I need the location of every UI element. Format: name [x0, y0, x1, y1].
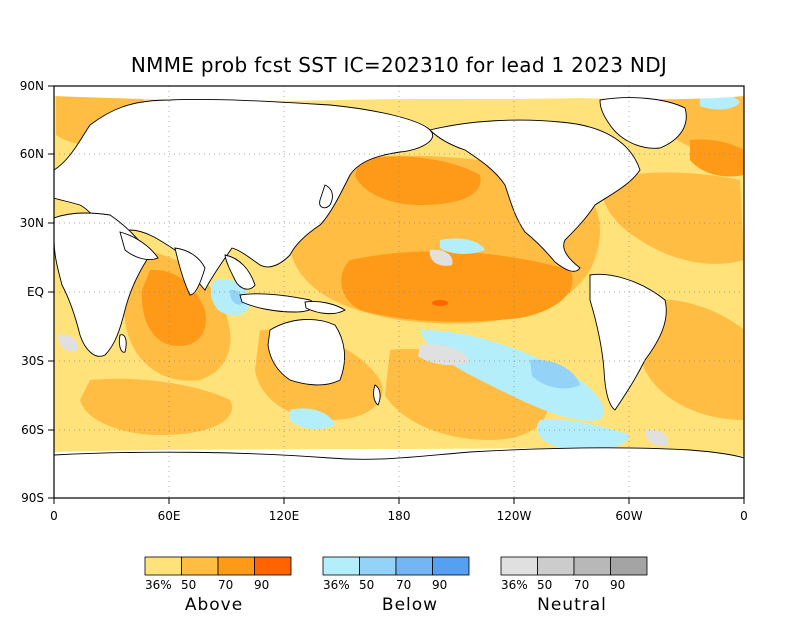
sst-neutral-36 [58, 249, 669, 446]
sst-above-70 [141, 139, 744, 346]
x-tick: 60W [615, 509, 642, 523]
legend-swatch [359, 556, 397, 576]
legend-above: 36% 50 70 90 Above [144, 556, 292, 615]
new-guinea [304, 301, 346, 315]
graticule [54, 86, 744, 498]
x-tick: 120W [497, 509, 532, 523]
legend-label: 70 [396, 578, 411, 592]
new-zealand [373, 384, 381, 406]
x-tick: 0 [740, 509, 748, 523]
legend-swatch [217, 556, 255, 576]
legend-label: 90 [432, 578, 447, 592]
sst-below-50 [229, 289, 580, 389]
legend-swatch [610, 556, 648, 576]
legend-label: 36% [323, 578, 350, 592]
greenland [599, 97, 687, 149]
legend-label: 70 [574, 578, 589, 592]
legend-swatch [144, 556, 182, 576]
x-tick: 180 [388, 509, 411, 523]
legend-label: 50 [181, 578, 196, 592]
y-tick: EQ [27, 285, 44, 299]
x-axis-labels: 0 60E 120E 180 120W 60W 0 [50, 509, 748, 523]
legend-title: Neutral [537, 595, 607, 615]
madagascar [118, 334, 127, 353]
legend-swatch [500, 556, 538, 576]
legend-swatch [181, 556, 219, 576]
australia [267, 318, 346, 386]
x-tick: 60E [158, 509, 181, 523]
legend-swatch [254, 556, 292, 576]
y-tick: 60S [21, 423, 44, 437]
legend-label: 36% [145, 578, 172, 592]
y-tick: 60N [20, 147, 44, 161]
map-title: NMME prob fcst SST IC=202310 for lead 1 … [131, 53, 667, 77]
y-tick: 30N [20, 216, 44, 230]
legend-below: 36% 50 70 90 Below [322, 556, 470, 615]
legend-neutral: 36% 50 70 90 Neutral [500, 556, 648, 615]
legend-label: 90 [610, 578, 625, 592]
legend-swatch [537, 556, 575, 576]
legend-label: 36% [501, 578, 528, 592]
legend-label: 50 [359, 578, 374, 592]
x-tick: 0 [50, 509, 58, 523]
sst-above-90 [432, 300, 448, 306]
legend-title: Above [185, 595, 243, 615]
y-tick: 90S [21, 491, 44, 505]
legend-swatch [395, 556, 433, 576]
south-america [589, 273, 667, 411]
x-tick: 120E [269, 509, 300, 523]
legend-label: 50 [537, 578, 552, 592]
legend-swatch [432, 556, 470, 576]
legend-swatch [322, 556, 360, 576]
legend-label: 70 [218, 578, 233, 592]
japan [319, 184, 333, 209]
antarctica [54, 447, 744, 498]
india [174, 247, 206, 296]
y-axis-labels: 90N 60N 30N EQ 30S 60S 90S [20, 79, 44, 505]
y-tick: 30S [21, 354, 44, 368]
continents [54, 97, 744, 498]
se-asia [224, 254, 256, 290]
legend-title: Below [382, 595, 438, 615]
tick-marks [48, 85, 745, 504]
legend-swatch [573, 556, 611, 576]
north-america [429, 119, 641, 272]
arabia [119, 231, 159, 261]
y-tick: 90N [20, 79, 44, 93]
legend-label: 90 [254, 578, 269, 592]
map-area [54, 86, 744, 498]
